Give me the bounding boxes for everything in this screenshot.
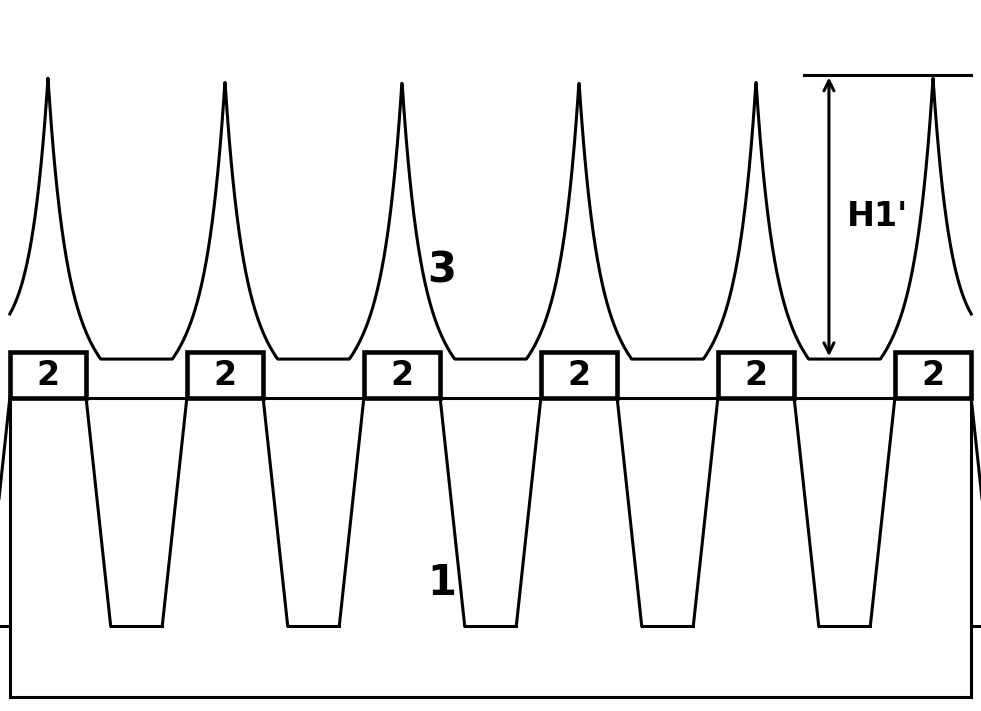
Text: 1: 1 xyxy=(427,562,456,604)
Text: 2: 2 xyxy=(921,358,945,392)
Text: 3: 3 xyxy=(427,249,456,292)
Text: 2: 2 xyxy=(390,358,414,392)
Text: 2: 2 xyxy=(567,358,591,392)
Bar xyxy=(186,352,263,398)
Text: H1': H1' xyxy=(847,201,907,233)
Bar xyxy=(364,352,440,398)
Bar xyxy=(541,352,617,398)
Text: 2: 2 xyxy=(214,358,236,392)
Bar xyxy=(718,352,795,398)
Bar xyxy=(10,352,86,398)
Text: 2: 2 xyxy=(36,358,60,392)
Text: 2: 2 xyxy=(745,358,767,392)
Bar xyxy=(895,352,971,398)
